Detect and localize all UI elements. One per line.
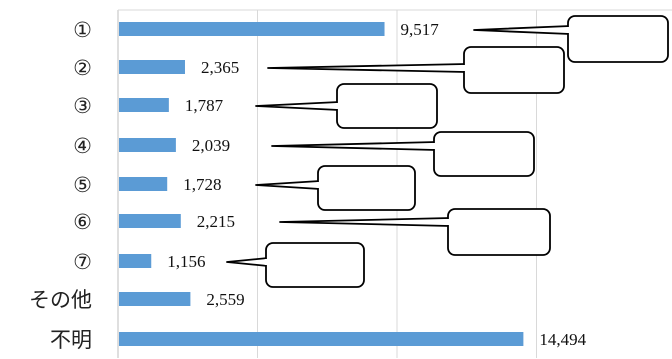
- category-label: ②: [73, 56, 92, 80]
- bar: [119, 177, 168, 191]
- value-label: 14,494: [539, 330, 586, 349]
- value-label: 2,215: [197, 212, 235, 231]
- value-label: 1,787: [185, 96, 224, 115]
- callout-box: [567, 15, 669, 63]
- callout-box: [317, 165, 416, 211]
- callout-box: [447, 208, 551, 256]
- callout-tail: [279, 217, 451, 227]
- callout-box: [463, 46, 565, 94]
- value-labels: 9,517 2,365 1,787 2,039 1,728 2,215 1,1562,559…: [167, 20, 586, 349]
- category-label: ⑥: [73, 210, 92, 234]
- bar: [119, 214, 181, 228]
- callout: [226, 242, 365, 288]
- callout: [271, 131, 535, 177]
- bars-group: [119, 22, 524, 346]
- value-label: 1,156: [167, 252, 205, 271]
- bar: [119, 254, 152, 268]
- bar: [119, 332, 524, 346]
- category-label: 不明: [50, 328, 92, 352]
- callout-box: [265, 242, 365, 288]
- category-label: その他: [29, 288, 92, 312]
- callout-tail: [226, 257, 269, 267]
- category-label: ⑤: [73, 173, 92, 197]
- category-label: ③: [73, 94, 92, 118]
- callout: [473, 15, 669, 63]
- value-label: 2,039: [192, 136, 230, 155]
- callout: [279, 208, 551, 256]
- bar: [119, 292, 191, 306]
- category-label: ④: [73, 134, 92, 158]
- callout-tail: [255, 180, 321, 190]
- callout-box: [336, 83, 438, 129]
- callout: [255, 83, 438, 129]
- callout: [255, 165, 416, 211]
- value-label: 2,559: [206, 290, 244, 309]
- callout-tail: [255, 101, 340, 111]
- callout-tail: [267, 63, 467, 73]
- callout-tail: [473, 25, 571, 35]
- value-label: 2,365: [201, 58, 239, 77]
- category-label: ⑦: [73, 250, 92, 274]
- callout: [267, 46, 565, 94]
- bar: [119, 98, 169, 112]
- bar: [119, 138, 176, 152]
- callout-tail: [271, 141, 437, 151]
- bar: [119, 22, 385, 36]
- value-label: 9,517: [401, 20, 440, 39]
- bar: [119, 60, 185, 74]
- callout-group: [226, 15, 669, 288]
- callout-box: [433, 131, 535, 177]
- category-label: ①: [73, 18, 92, 42]
- value-label: 1,728: [183, 175, 221, 194]
